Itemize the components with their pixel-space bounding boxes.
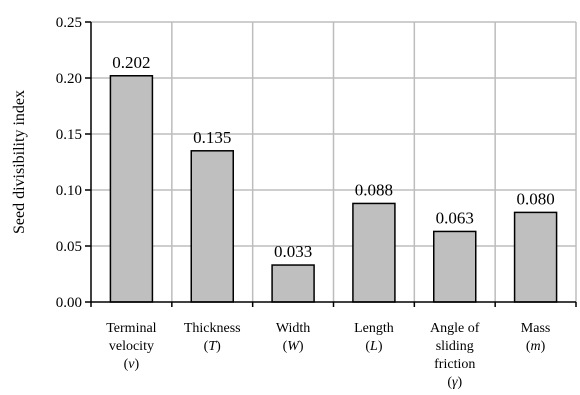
y-axis-title: Seed divisibility index <box>11 90 28 234</box>
data-label: 0.080 <box>516 189 554 208</box>
data-label: 0.063 <box>436 208 474 227</box>
bar <box>352 202 396 303</box>
category-label: Thickness (T) <box>184 321 241 354</box>
y-tick-label: 0.20 <box>56 71 82 87</box>
bar <box>513 211 558 303</box>
y-tick-label: 0.15 <box>56 127 82 143</box>
bar <box>433 230 477 303</box>
bar <box>271 264 315 303</box>
data-labels: 0.202 0.135 0.033 0.088 0.063 0.080 <box>112 53 554 261</box>
category-label: Mass (m) <box>521 321 551 354</box>
bar <box>109 75 154 303</box>
data-label: 0.202 <box>112 53 150 72</box>
data-label: 0.033 <box>274 242 312 261</box>
grid-lines <box>91 21 577 302</box>
category-label: Width (W) <box>276 321 310 354</box>
bars <box>109 75 558 303</box>
category-label: Angle of sliding friction (γ) <box>430 321 480 390</box>
axes <box>85 21 577 307</box>
bar <box>190 150 234 303</box>
y-tick-label: 0.00 <box>56 295 82 311</box>
category-label: Terminal velocity (v) <box>106 321 156 372</box>
y-tick-label: 0.10 <box>56 183 82 199</box>
y-tick-labels: 0.00 0.05 0.10 0.15 0.20 0.25 <box>56 15 82 311</box>
category-label: Length (L) <box>354 321 394 354</box>
y-tick-label: 0.05 <box>56 239 82 255</box>
category-labels: Terminal velocity (v) Thickness (T) Width (W) L… <box>106 321 550 390</box>
y-tick-label: 0.25 <box>56 15 82 31</box>
data-label: 0.088 <box>355 180 393 199</box>
data-label: 0.135 <box>193 128 231 147</box>
